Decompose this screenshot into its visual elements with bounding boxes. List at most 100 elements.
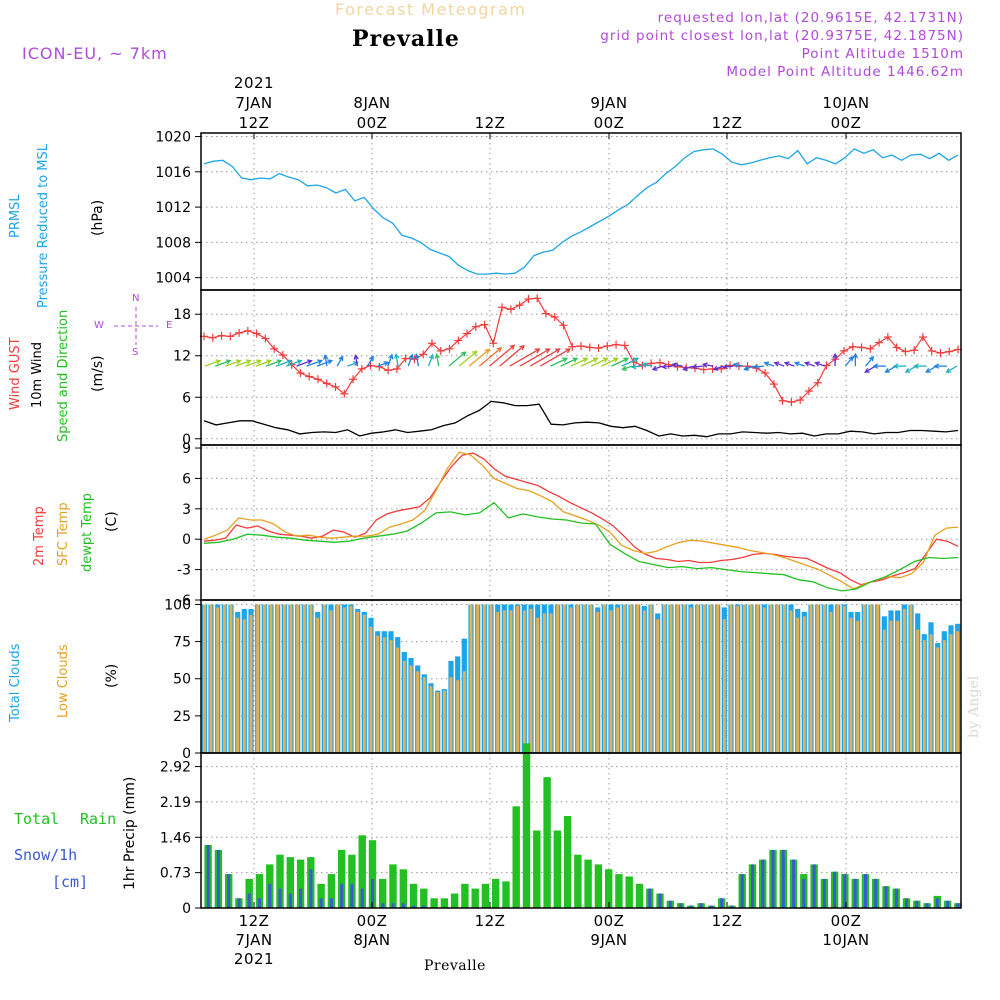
wind-arrow-7 [275,360,292,367]
bottom-time-label-4-0: 12Z [712,912,743,930]
wind-arrow-20 [407,354,413,367]
wind-arrow-head-8 [296,359,303,365]
precip-total-bar-17 [379,878,387,908]
wind-arrow-0 [204,360,221,367]
precip-total-bar-18 [389,864,397,908]
low-cloud-bar-13 [289,604,293,753]
wind-arrow-head-27 [496,347,503,353]
wind-arrow-head-6 [276,359,283,365]
low-cloud-bar-109 [929,634,933,753]
low-cloud-bar-98 [856,620,860,753]
low-cloud-bar-112 [949,634,953,753]
precip-total-bar-34 [553,830,561,908]
wind-arrow-46 [662,365,673,368]
precip-snow-bar-71 [935,898,939,908]
precip-snow-bar-11 [319,898,323,908]
wind-arrow-head-52 [722,363,728,370]
wind-arrow-24 [448,351,466,367]
low-cloud-bar-44 [496,611,500,753]
low-cloud-bar-72 [682,604,686,753]
low-cloud-bar-56 [576,604,580,753]
low-cloud-bar-15 [302,604,306,753]
low-cloud-bar-81 [742,604,746,753]
precip-total-bar-25 [461,883,469,908]
compass-cross-icon [110,305,162,347]
low-cloud-bar-68 [656,619,660,753]
wind-arrow-52 [723,365,734,368]
low-cloud-bar-22 [349,605,353,753]
precip-snow-bar-1 [216,849,220,908]
top-time-label-5-1: 00Z [831,114,862,132]
wind-arrow-head-22 [428,353,434,360]
precip-snow-bar-49 [709,905,713,908]
wind-arrow-8 [286,360,302,367]
low-cloud-bar-53 [556,604,560,753]
low-cloud-bar-30 [402,660,406,753]
wind-arrow-50 [703,363,714,367]
wind-arrow-45 [652,365,663,371]
low-cloud-bar-64 [629,604,633,753]
wind-arrow-head-24 [460,351,467,357]
wind-arrow-43 [631,365,643,368]
wind-arrow-head-12 [322,353,329,360]
low-cloud-bar-2 [216,607,220,753]
wind-arrow-66 [864,365,877,373]
wind-arrow-head-39 [613,357,619,363]
precip-total-bar-12 [327,874,336,908]
precip-snow-bar-13 [340,883,344,908]
wind-arrow-55 [753,365,764,368]
low-cloud-bar-51 [542,613,546,753]
low-cloud-bar-75 [702,604,706,753]
wind-arrow-head-3 [246,359,252,365]
wind-arrow-53 [733,363,744,367]
low-cloud-bar-40 [469,604,473,753]
wind-arrow-head-4 [256,359,262,365]
wind-panel-frame [200,289,962,446]
low-cloud-bar-43 [489,604,493,753]
low-cloud-bar-49 [529,608,533,753]
forecast-meteogram-title: Forecast Meteogram [335,0,527,19]
wind-arrow-34 [550,357,568,367]
low-cloud-bar-19 [329,610,333,753]
wind-arrow-5 [255,360,272,367]
wind-arrow-42 [622,365,633,371]
wind-arrow-head-42 [621,365,627,371]
precipitation-ytick-label-3: 2.19 [160,795,191,811]
low-cloud-bar-6 [242,619,246,753]
precip-snow-bar-67 [894,888,898,908]
bottom-time-label-2-0: 12Z [475,912,506,930]
low-cloud-bar-59 [596,611,600,753]
precip-snow-bar-70 [925,903,929,908]
wind-arrow-head-36 [582,357,589,363]
wind-arrow-head-43 [630,363,637,370]
low-cloud-bar-45 [502,610,506,753]
bottom-time-label-0-0: 12Z [239,912,270,930]
precip-total-bar-24 [450,893,459,908]
low-cloud-bar-111 [942,640,946,753]
pressure-ytick-label-1: 1008 [155,235,191,251]
low-cloud-bar-110 [936,647,940,753]
precip-total-bar-21 [420,888,428,908]
precip-snow-bar-58 [802,878,806,908]
low-cloud-bar-24 [362,614,366,753]
low-cloud-bar-38 [456,680,460,753]
wind-arrow-head-60 [804,361,810,367]
low-cloud-bar-77 [716,604,720,753]
low-cloud-bar-47 [516,605,520,753]
precip-total-bar-29 [502,881,510,908]
wind-arrow-33 [540,348,571,367]
low-cloud-bar-60 [602,604,606,753]
wind-arrow-57 [774,362,785,367]
wind-arrow-44 [642,363,653,367]
low-cloud-bar-86 [776,604,780,753]
low-cloud-bar-66 [642,610,646,753]
wind-arrow-59 [794,362,805,367]
wind-arrow-head-34 [562,357,569,363]
temp-dewpt-line [203,501,959,592]
wind-arrow-head-18 [388,353,394,360]
precip-total-bar-11 [317,883,325,908]
wind-arrow-head-58 [783,361,790,367]
top-time-label-2-0: 12Z [475,114,506,132]
model-label: ICON-EU, ~ 7km [22,44,168,63]
wind-arrow-68 [885,365,897,373]
